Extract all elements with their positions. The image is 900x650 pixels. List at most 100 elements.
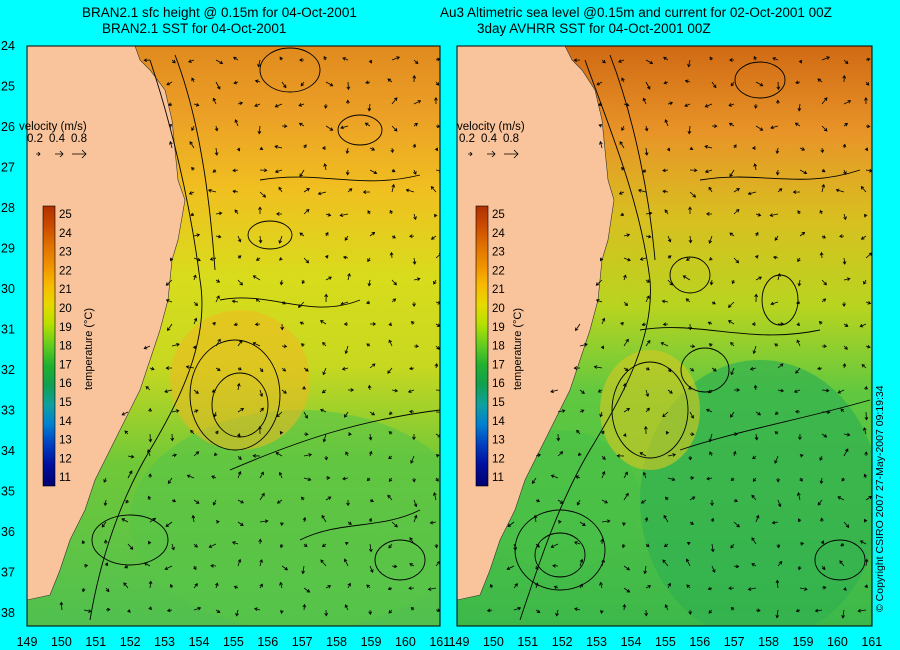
current-arrow: [819, 455, 823, 461]
current-arrow: [322, 433, 327, 443]
current-arrow: [215, 430, 219, 435]
current-arrow: [281, 367, 287, 372]
current-arrow: [237, 470, 242, 479]
current-arrow: [729, 169, 735, 178]
current-arrow: [255, 298, 261, 303]
current-arrow: [321, 543, 327, 548]
current-arrow: [819, 477, 824, 485]
current-arrow: [257, 59, 261, 68]
current-arrow: [298, 122, 305, 127]
current-arrow: [298, 103, 305, 107]
current-arrow: [708, 433, 713, 443]
current-arrow: [513, 583, 518, 589]
current-arrow: [687, 125, 692, 135]
current-arrow: [842, 301, 846, 307]
current-arrow: [215, 211, 223, 216]
current-arrow: [621, 543, 626, 549]
current-arrow: [127, 543, 134, 550]
current-arrow: [751, 494, 757, 501]
current-arrow: [324, 293, 329, 303]
current-arrow: [840, 542, 845, 547]
current-arrow: [775, 169, 780, 176]
current-arrow: [729, 58, 734, 62]
current-arrow: [430, 235, 437, 240]
current-arrow: [799, 231, 806, 237]
current-arrow: [191, 167, 195, 171]
current-arrow: [710, 499, 714, 507]
current-arrow: [730, 477, 735, 482]
right-colorbar-tick-16: 16: [492, 378, 505, 390]
current-arrow: [433, 492, 437, 501]
right-panel-title-line2: 3day AVHRR SST for 04-Oct-2001 00Z: [477, 21, 711, 36]
current-arrow: [796, 300, 801, 305]
current-arrow: [599, 581, 603, 589]
current-arrow: [387, 367, 393, 374]
current-arrow: [821, 565, 826, 571]
current-arrow: [667, 367, 672, 373]
right-colorbar-tick-12: 12: [492, 453, 505, 465]
current-arrow: [733, 564, 740, 569]
right-colorbar-tick-25: 25: [492, 209, 505, 221]
current-arrow: [601, 317, 606, 325]
y-axis-label-32: 32: [1, 363, 15, 377]
left-x-axis-label-156: 156: [257, 635, 278, 649]
current-arrow: [709, 451, 713, 457]
right-colorbar-tick-23: 23: [492, 247, 505, 259]
current-arrow: [434, 213, 438, 218]
current-arrow: [233, 80, 239, 85]
current-arrow: [600, 538, 605, 545]
current-arrow: [148, 473, 152, 479]
current-arrow: [513, 543, 517, 551]
current-arrow: [325, 496, 332, 501]
current-arrow: [388, 339, 393, 347]
current-arrow: [774, 455, 779, 464]
current-arrow: [753, 163, 758, 171]
current-arrow: [573, 541, 581, 545]
y-axis-label-30: 30: [1, 282, 15, 296]
current-arrow: [821, 585, 827, 590]
current-arrow: [340, 301, 349, 306]
current-arrow: [535, 498, 541, 503]
y-axis-label-35: 35: [1, 485, 15, 499]
current-arrow: [125, 499, 129, 504]
current-arrow: [148, 580, 153, 589]
current-arrow: [575, 323, 581, 332]
y-axis-label-26: 26: [1, 120, 15, 134]
current-arrow: [557, 520, 562, 524]
current-arrow: [215, 367, 221, 371]
current-arrow: [148, 606, 152, 611]
current-arrow: [777, 499, 782, 508]
current-arrow: [645, 407, 650, 413]
current-arrow: [535, 609, 541, 614]
current-arrow: [595, 279, 603, 286]
current-arrow: [148, 433, 153, 443]
current-arrow: [368, 433, 373, 441]
current-arrow: [320, 408, 327, 413]
current-arrow: [821, 344, 827, 349]
current-arrow: [145, 386, 151, 391]
current-arrow: [210, 563, 217, 568]
current-arrow: [123, 582, 129, 589]
current-arrow: [857, 608, 867, 613]
current-arrow: [821, 433, 828, 438]
current-arrow: [323, 103, 328, 109]
current-arrow: [550, 474, 559, 479]
current-arrow: [710, 543, 715, 553]
current-arrow: [149, 517, 157, 523]
current-arrow: [770, 301, 779, 306]
current-arrow: [435, 81, 440, 86]
current-arrow: [410, 606, 415, 611]
current-arrow: [408, 586, 415, 591]
current-arrow: [775, 579, 780, 589]
left-x-axis-label-160: 160: [395, 635, 416, 649]
current-arrow: [730, 606, 735, 611]
current-arrow: [601, 59, 606, 64]
current-arrow: [601, 455, 606, 460]
current-arrow: [345, 451, 349, 457]
current-arrow: [167, 323, 173, 332]
current-arrow: [325, 276, 332, 281]
right-x-axis-label-153: 153: [586, 635, 607, 649]
current-arrow: [622, 521, 626, 527]
right-velocity-label: velocity (m/s): [457, 121, 525, 133]
current-arrow: [303, 144, 307, 149]
